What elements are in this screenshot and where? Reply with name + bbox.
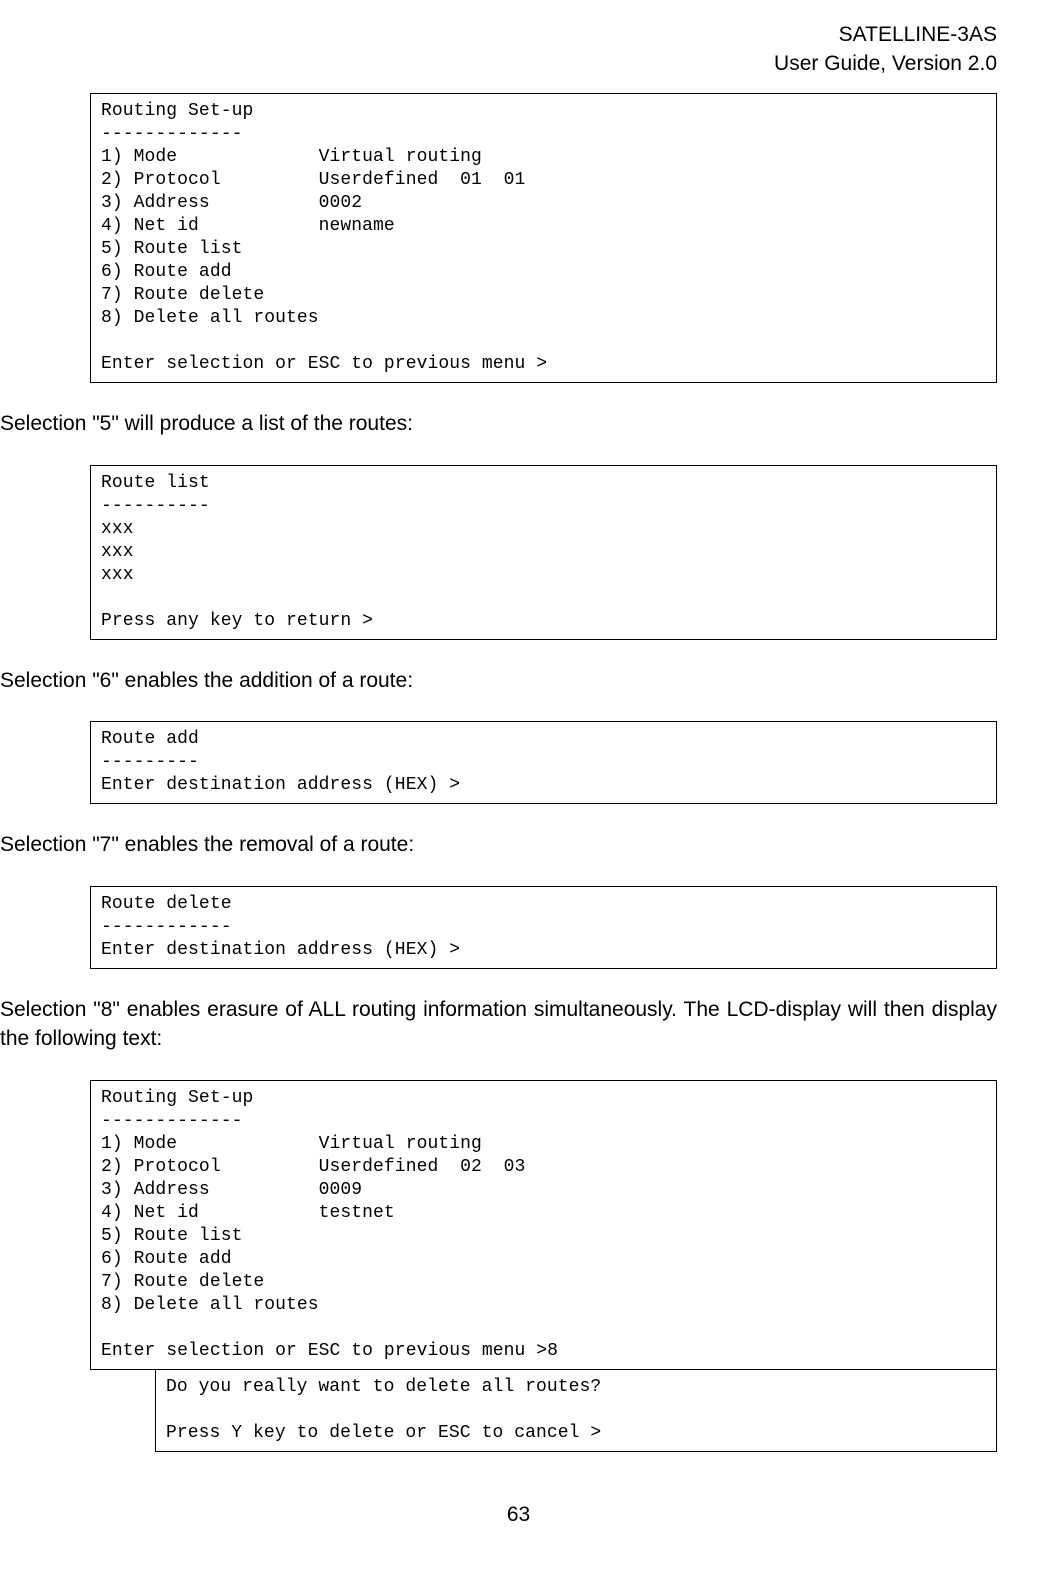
terminal-route-add: Route add --------- Enter destination ad… — [90, 721, 997, 804]
paragraph-sel5: Selection "5" will produce a list of the… — [0, 409, 1037, 438]
header-line2: User Guide, Version 2.0 — [0, 49, 997, 78]
paragraph-sel6: Selection "6" enables the addition of a … — [0, 666, 1037, 695]
page-number: 63 — [0, 1500, 1037, 1529]
terminal-routing-setup-2: Routing Set-up ------------- 1) Mode Vir… — [90, 1080, 997, 1370]
terminal-confirm-delete: Do you really want to delete all routes?… — [155, 1370, 997, 1452]
terminal-route-list: Route list ---------- xxx xxx xxx Press … — [90, 465, 997, 640]
paragraph-sel8: Selection "8" enables erasure of ALL rou… — [0, 995, 1037, 1054]
paragraph-sel7: Selection "7" enables the removal of a r… — [0, 830, 1037, 859]
terminal-route-delete: Route delete ------------ Enter destinat… — [90, 886, 997, 969]
terminal-routing-setup-1: Routing Set-up ------------- 1) Mode Vir… — [90, 93, 997, 383]
header-line1: SATELLINE-3AS — [0, 20, 997, 49]
